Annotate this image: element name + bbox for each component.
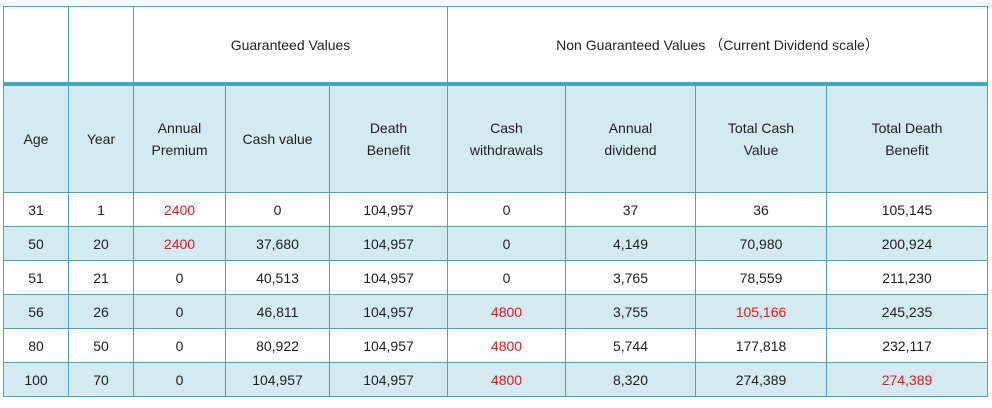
cell-total-cash-value: 274,389: [695, 362, 827, 397]
cell-age: 50: [3, 226, 69, 261]
cell-year: 70: [68, 362, 134, 397]
guaranteed-values-header: Guaranteed Values: [133, 6, 448, 85]
cell-age: 56: [3, 294, 69, 329]
col-header-total-death-benefit: Total Death Benefit: [826, 82, 988, 193]
cell-annual-premium: 0: [133, 362, 226, 397]
table-row: 50 20 2400 37,680 104,957 0 4,149 70,980…: [3, 226, 988, 261]
cell-annual-dividend: 8,320: [565, 362, 696, 397]
cell-cash-withdrawals: 4800: [447, 328, 566, 363]
cell-death-benefit: 104,957: [329, 192, 448, 227]
cell-year: 20: [68, 226, 134, 261]
cell-total-cash-value: 177,818: [695, 328, 827, 363]
cell-total-death-benefit: 105,145: [826, 192, 988, 227]
cell-age: 31: [3, 192, 69, 227]
col-header-total-cash-value: Total Cash Value: [695, 82, 827, 193]
cell-age: 80: [3, 328, 69, 363]
table-row: 80 50 0 80,922 104,957 4800 5,744 177,81…: [3, 328, 988, 363]
cell-death-benefit: 104,957: [329, 260, 448, 295]
cell-annual-dividend: 37: [565, 192, 696, 227]
cell-cash-value: 104,957: [225, 362, 330, 397]
col-header-year: Year: [68, 82, 134, 193]
cell-year: 50: [68, 328, 134, 363]
cell-cash-value: 0: [225, 192, 330, 227]
cell-cash-withdrawals: 4800: [447, 362, 566, 397]
cell-year: 21: [68, 260, 134, 295]
cell-annual-premium: 2400: [133, 192, 226, 227]
cell-annual-dividend: 5,744: [565, 328, 696, 363]
col-header-cash-value: Cash value: [225, 82, 330, 193]
group-empty-year: [68, 6, 134, 85]
cell-cash-withdrawals: 0: [447, 226, 566, 261]
col-header-death-benefit: Death Benefit: [329, 82, 448, 193]
col-header-cash-withdrawals: Cash withdrawals: [447, 82, 566, 193]
cell-total-death-benefit: 245,235: [826, 294, 988, 329]
cell-age: 51: [3, 260, 69, 295]
cell-annual-dividend: 3,755: [565, 294, 696, 329]
non-guaranteed-values-header: Non Guaranteed Values （Current Dividend …: [447, 6, 988, 85]
cell-cash-withdrawals: 4800: [447, 294, 566, 329]
cell-death-benefit: 104,957: [329, 226, 448, 261]
cell-total-death-benefit: 211,230: [826, 260, 988, 295]
cell-annual-premium: 0: [133, 294, 226, 329]
table-row: 31 1 2400 0 104,957 0 37 36 105,145: [3, 192, 988, 227]
cell-annual-dividend: 3,765: [565, 260, 696, 295]
cell-death-benefit: 104,957: [329, 362, 448, 397]
cell-year: 1: [68, 192, 134, 227]
table-row: 56 26 0 46,811 104,957 4800 3,755 105,16…: [3, 294, 988, 329]
cell-cash-value: 80,922: [225, 328, 330, 363]
cell-cash-withdrawals: 0: [447, 192, 566, 227]
cell-death-benefit: 104,957: [329, 294, 448, 329]
cell-total-death-benefit: 200,924: [826, 226, 988, 261]
table-row: 51 21 0 40,513 104,957 0 3,765 78,559 21…: [3, 260, 988, 295]
cell-annual-premium: 0: [133, 260, 226, 295]
cell-age: 100: [3, 362, 69, 397]
group-empty-age: [3, 6, 69, 85]
cell-cash-withdrawals: 0: [447, 260, 566, 295]
cell-total-cash-value: 78,559: [695, 260, 827, 295]
top-strip: [0, 0, 992, 6]
cell-cash-value: 37,680: [225, 226, 330, 261]
group-header-row: Guaranteed Values Non Guaranteed Values …: [3, 6, 988, 85]
cell-total-cash-value: 105,166: [695, 294, 827, 329]
table-row: 100 70 0 104,957 104,957 4800 8,320 274,…: [3, 362, 988, 397]
cell-annual-premium: 0: [133, 328, 226, 363]
cell-total-death-benefit: 274,389: [826, 362, 988, 397]
cell-year: 26: [68, 294, 134, 329]
cell-cash-value: 46,811: [225, 294, 330, 329]
cell-death-benefit: 104,957: [329, 328, 448, 363]
cell-total-cash-value: 70,980: [695, 226, 827, 261]
cell-total-cash-value: 36: [695, 192, 827, 227]
cell-annual-dividend: 4,149: [565, 226, 696, 261]
col-header-annual-dividend: Annual dividend: [565, 82, 696, 193]
col-header-annual-premium: Annual Premium: [133, 82, 226, 193]
col-header-age: Age: [3, 82, 69, 193]
cell-cash-value: 40,513: [225, 260, 330, 295]
column-header-row: Age Year Annual Premium Cash value Death…: [3, 82, 988, 193]
cell-total-death-benefit: 232,117: [826, 328, 988, 363]
policy-values-table: Guaranteed Values Non Guaranteed Values …: [3, 6, 988, 397]
cell-annual-premium: 2400: [133, 226, 226, 261]
